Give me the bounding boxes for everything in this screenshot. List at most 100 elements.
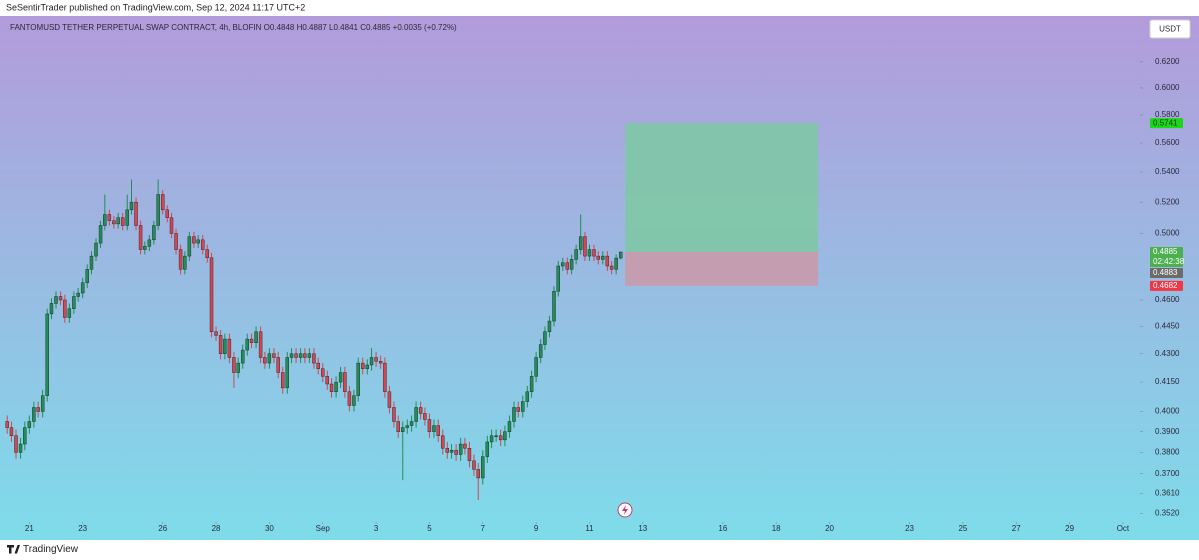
x-tick-label: 5 bbox=[427, 524, 432, 533]
candle-body bbox=[32, 407, 36, 422]
y-tick-label: 0.4150 bbox=[1155, 377, 1180, 386]
candle-body bbox=[507, 421, 512, 432]
candle-body bbox=[498, 435, 503, 441]
x-tick-label: 3 bbox=[374, 524, 379, 533]
y-tick-label: 0.5000 bbox=[1155, 229, 1180, 238]
candle-body bbox=[129, 201, 134, 211]
candle-body bbox=[218, 335, 223, 354]
x-tick-label: 23 bbox=[905, 524, 914, 533]
candle-body bbox=[307, 353, 312, 358]
candle-body bbox=[605, 255, 610, 267]
candle-body bbox=[467, 448, 472, 462]
candle-body bbox=[552, 291, 556, 322]
icon-bolt[interactable] bbox=[622, 505, 628, 515]
candle-body bbox=[5, 421, 9, 428]
candle-body bbox=[54, 296, 58, 304]
candle-body bbox=[289, 353, 294, 358]
candle-body bbox=[272, 353, 276, 358]
candle-body bbox=[485, 441, 490, 457]
price-label: 0.4885 bbox=[1153, 247, 1178, 256]
candle-body bbox=[241, 349, 245, 364]
candle-body bbox=[521, 401, 525, 412]
candle-body bbox=[561, 262, 565, 267]
candle-body bbox=[352, 395, 356, 406]
candle-body bbox=[325, 376, 329, 385]
candle-body bbox=[543, 331, 547, 345]
candle-body bbox=[347, 391, 352, 406]
candle-body bbox=[321, 368, 325, 377]
y-tick-label: 0.3610 bbox=[1155, 488, 1180, 497]
replay-icon[interactable] bbox=[617, 502, 633, 518]
x-tick-label: 7 bbox=[481, 524, 486, 533]
candle-body bbox=[503, 431, 507, 441]
chart-background bbox=[0, 16, 1199, 540]
candle-body bbox=[209, 257, 214, 333]
logo-text: TradingView bbox=[23, 544, 79, 555]
candle-body bbox=[223, 338, 227, 354]
x-tick-label: 25 bbox=[958, 524, 967, 533]
symbol-line: FANTOMUSD TETHER PERPETUAL SWAP CONTRACT… bbox=[10, 23, 457, 32]
candle-body bbox=[156, 194, 160, 226]
candle-body bbox=[454, 450, 458, 455]
candle-body bbox=[334, 381, 338, 392]
candle-body bbox=[601, 255, 605, 260]
candle-body bbox=[276, 357, 280, 373]
candle-body bbox=[316, 362, 320, 369]
y-tick-label: 0.3900 bbox=[1155, 427, 1180, 436]
y-tick-label: 0.4000 bbox=[1155, 407, 1180, 416]
candle-body bbox=[547, 320, 552, 333]
candle-body bbox=[458, 443, 463, 455]
publisher-line: SeSentirTrader published on TradingView.… bbox=[6, 2, 305, 12]
candle-body bbox=[67, 308, 72, 318]
candle-body bbox=[9, 427, 14, 436]
candle-body bbox=[49, 303, 54, 315]
candle-body bbox=[489, 435, 494, 443]
candle-body bbox=[449, 450, 454, 453]
candle-body bbox=[298, 353, 303, 358]
candle-body bbox=[365, 364, 369, 369]
y-tick-label: 0.6200 bbox=[1155, 57, 1180, 66]
candle-body bbox=[578, 236, 583, 250]
candle-body bbox=[165, 209, 169, 218]
candle-body bbox=[214, 331, 218, 336]
candle-body bbox=[476, 469, 480, 479]
candle-body bbox=[14, 435, 18, 453]
candle-body bbox=[134, 201, 138, 226]
candle-body bbox=[445, 448, 450, 453]
candle-body bbox=[587, 249, 592, 257]
candle-body bbox=[27, 421, 32, 428]
candle-body bbox=[356, 362, 360, 396]
candle-body bbox=[618, 251, 623, 259]
currency-button-label[interactable]: USDT bbox=[1159, 25, 1181, 34]
price-label-countdown: 02:42:38 bbox=[1153, 257, 1185, 266]
candle-body bbox=[178, 249, 183, 270]
x-tick-label: 20 bbox=[825, 524, 834, 533]
x-tick-label: 23 bbox=[78, 524, 87, 533]
candle-body bbox=[436, 425, 440, 436]
candle-body bbox=[569, 259, 574, 270]
candle-body bbox=[187, 236, 192, 257]
candle-body bbox=[98, 225, 103, 244]
candle-body bbox=[405, 425, 409, 428]
candle-body bbox=[423, 413, 427, 420]
price-label-box bbox=[1150, 267, 1183, 278]
x-tick-label: 9 bbox=[534, 524, 539, 533]
x-tick-label: Sep bbox=[316, 524, 331, 533]
price-label: 0.4682 bbox=[1153, 281, 1178, 290]
candle-body bbox=[529, 376, 534, 392]
y-tick-label: 0.5600 bbox=[1155, 138, 1180, 147]
candle-body bbox=[303, 353, 307, 358]
candle-body bbox=[494, 435, 498, 437]
candle-body bbox=[143, 246, 147, 250]
price-label-box bbox=[1150, 246, 1183, 267]
price-label-box bbox=[1150, 280, 1183, 291]
candle-body bbox=[361, 362, 365, 369]
x-tick-label: 29 bbox=[1065, 524, 1074, 533]
candle-body bbox=[592, 249, 596, 257]
x-tick-label: 13 bbox=[638, 524, 647, 533]
x-tick-label: 28 bbox=[212, 524, 221, 533]
candle-body bbox=[116, 217, 120, 225]
candle-body bbox=[338, 372, 343, 383]
y-tick-label: 0.3700 bbox=[1155, 469, 1180, 478]
currency-button[interactable] bbox=[1149, 19, 1191, 39]
